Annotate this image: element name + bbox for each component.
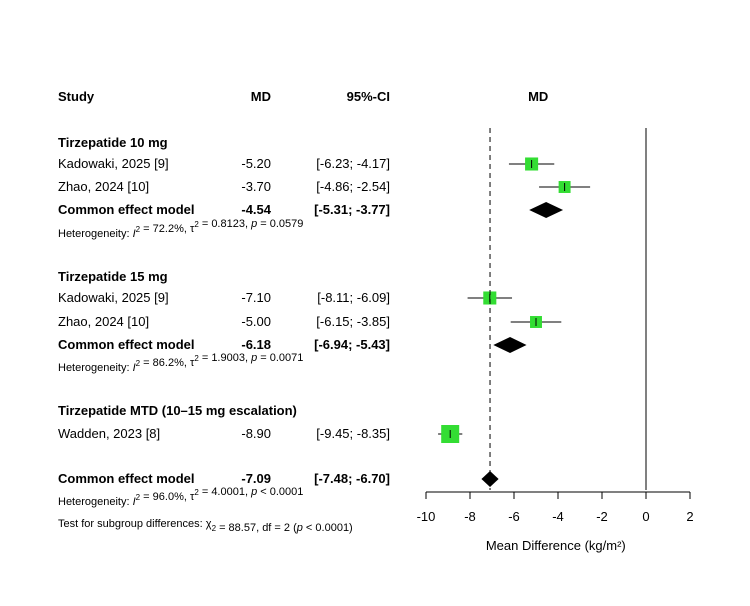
study-ci: [-6.15; -3.85] — [316, 314, 390, 329]
study-label: Kadowaki, 2025 [9] — [58, 290, 169, 305]
plot-area: -10 -8 -6 -4 -2 0 2 Mean Difference (kg/m²) — [417, 128, 694, 553]
study-label: Zhao, 2024 [10] — [58, 179, 149, 194]
header-ci: 95%-CI — [347, 89, 390, 104]
study-ci: [-8.11; -6.09] — [317, 290, 390, 305]
study-md: -3.70 — [241, 179, 271, 194]
subgroup-pooled-diamond — [529, 202, 564, 218]
header-md: MD — [251, 89, 271, 104]
study-ci: [-9.45; -8.35] — [316, 426, 390, 441]
overall-heterogeneity: Heterogeneity: I2 = 96.0%, τ2 = 4.0001, … — [58, 486, 303, 508]
subgroup-pooled-diamond — [493, 337, 527, 353]
subgroup-pooled-label: Common effect model — [58, 202, 195, 217]
study-md: -8.90 — [241, 426, 271, 441]
overall-label: Common effect model — [58, 471, 195, 486]
subgroup-pooled-ci: [-6.94; -5.43] — [314, 337, 390, 352]
header-study: Study — [58, 89, 95, 104]
x-tick-label: -8 — [464, 509, 476, 524]
study-ci: [-4.86; -2.54] — [316, 179, 390, 194]
subgroup-heterogeneity: Heterogeneity: I2 = 72.2%, τ2 = 0.8123, … — [58, 218, 303, 240]
x-tick-label: 2 — [686, 509, 693, 524]
x-tick-label: -10 — [417, 509, 436, 524]
overall-md: -7.09 — [241, 471, 271, 486]
study-label: Zhao, 2024 [10] — [58, 314, 149, 329]
subgroup-pooled-ci: [-5.31; -3.77] — [314, 202, 390, 217]
subgroup-title: Tirzepatide MTD (10–15 mg escalation) — [58, 403, 297, 418]
subgroup-pooled-md: -6.18 — [241, 337, 271, 352]
x-tick-label: -4 — [552, 509, 564, 524]
subgroup-test: Test for subgroup differences: χ2 = 88.5… — [58, 518, 353, 534]
subgroup-pooled-md: -4.54 — [241, 202, 271, 217]
x-tick-label: 0 — [642, 509, 649, 524]
x-tick-label: -2 — [596, 509, 608, 524]
x-tick-label: -6 — [508, 509, 520, 524]
study-md: -7.10 — [241, 290, 271, 305]
subgroup-heterogeneity: Heterogeneity: I2 = 86.2%, τ2 = 1.9003, … — [58, 352, 303, 374]
overall-ci: [-7.48; -6.70] — [314, 471, 390, 486]
subgroup-title: Tirzepatide 10 mg — [58, 135, 168, 150]
study-ci: [-6.23; -4.17] — [316, 156, 390, 171]
study-label: Wadden, 2023 [8] — [58, 426, 160, 441]
study-md: -5.20 — [241, 156, 271, 171]
subgroup-title: Tirzepatide 15 mg — [58, 269, 168, 284]
header-plot: MD — [528, 89, 548, 104]
x-axis-label: Mean Difference (kg/m²) — [486, 538, 626, 553]
subgroup-pooled-label: Common effect model — [58, 337, 195, 352]
table-columns: Study MD 95%-CI MD Tirzepatide 10 mg Kadowaki… — [58, 89, 548, 534]
study-label: Kadowaki, 2025 [9] — [58, 156, 169, 171]
study-md: -5.00 — [241, 314, 271, 329]
